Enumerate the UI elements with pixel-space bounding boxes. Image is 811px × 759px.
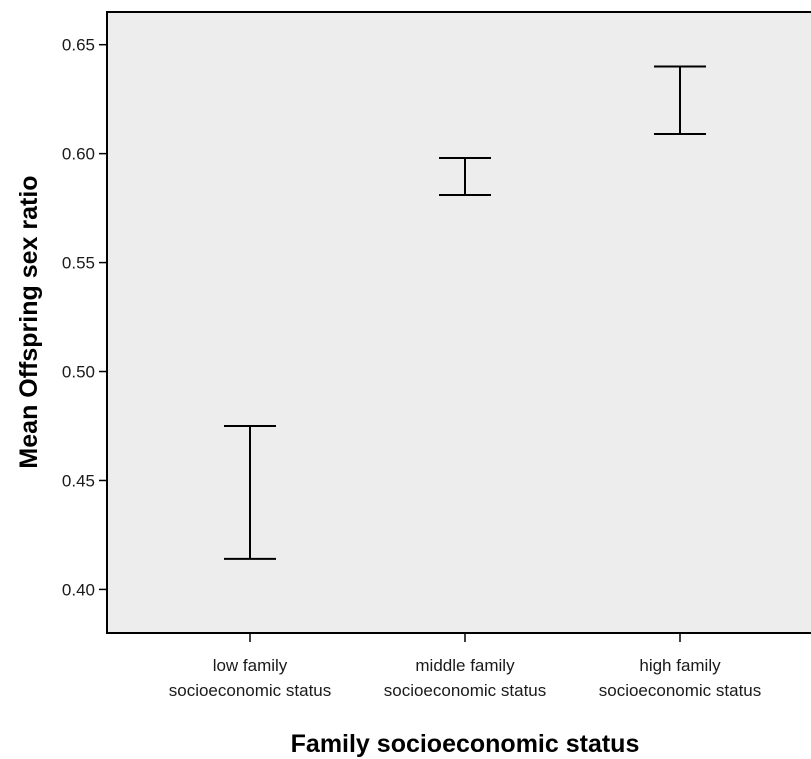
- y-tick-label: 0.50: [62, 363, 95, 382]
- error-bars: [224, 65, 706, 560]
- y-tick-label: 0.40: [62, 580, 95, 599]
- x-axis-title: Family socioeconomic status: [291, 730, 640, 758]
- x-tick-label: high family socioeconomic status: [599, 656, 762, 700]
- y-axis-ticks: 0.40 0.45 0.50 0.55 0.60 0.65: [62, 36, 107, 599]
- x-tick-label: middle family socioeconomic status: [384, 656, 547, 700]
- y-axis-title: Mean Offspring sex ratio: [15, 175, 43, 468]
- y-tick-label: 0.60: [62, 145, 95, 164]
- y-tick-label: 0.55: [62, 254, 95, 273]
- error-bar: [654, 65, 706, 136]
- x-axis-ticks: low family socioeconomic status middle fam…: [169, 633, 762, 700]
- y-tick-label: 0.65: [62, 36, 95, 55]
- x-tick-label: low family socioeconomic status: [169, 656, 332, 700]
- y-tick-label: 0.45: [62, 471, 95, 490]
- plot-area: [106, 11, 811, 634]
- error-bar: [439, 156, 491, 197]
- error-bar: [224, 425, 276, 560]
